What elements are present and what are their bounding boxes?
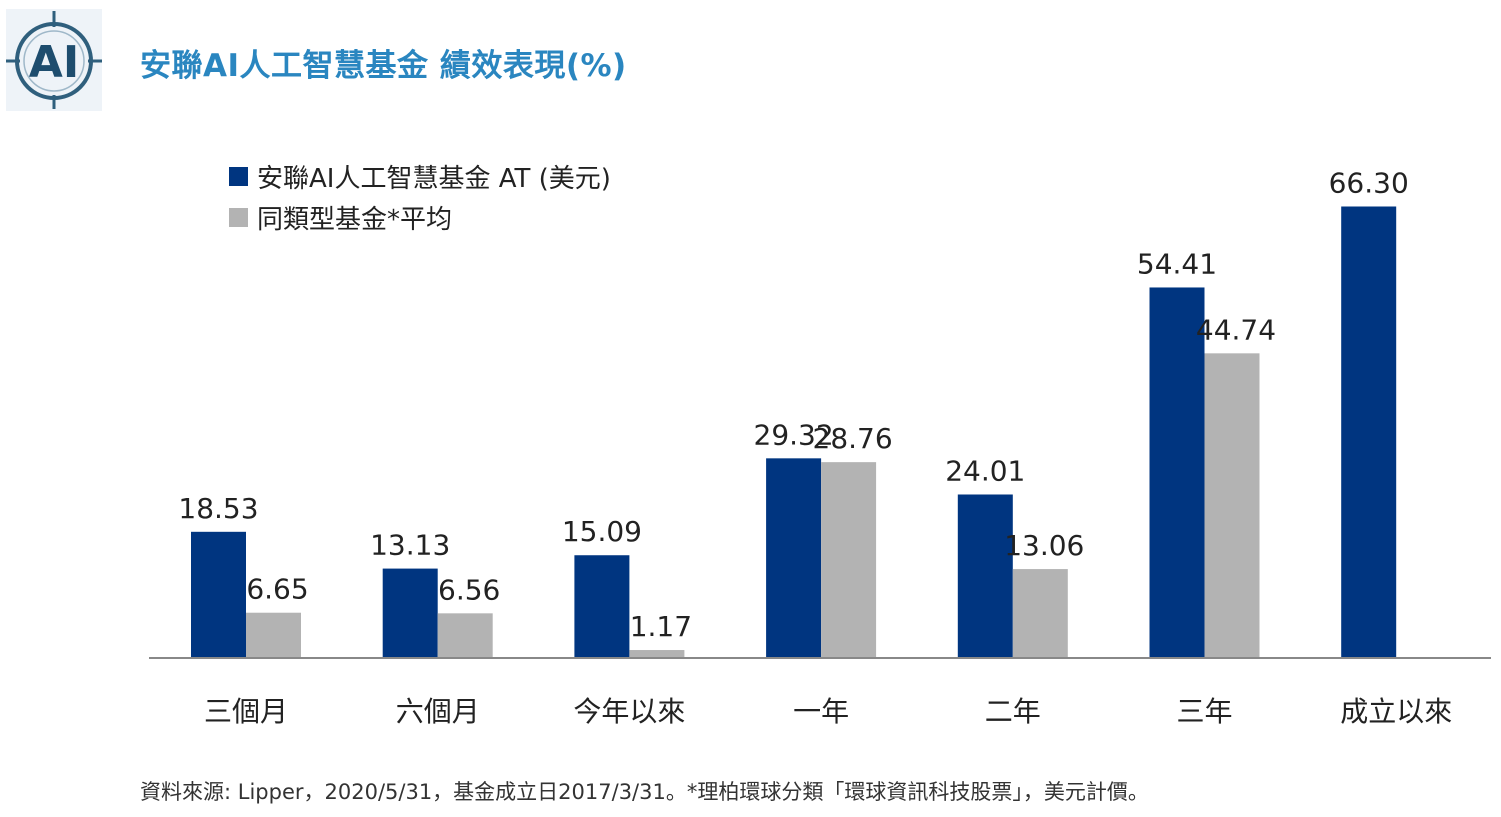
legend-swatch-1 — [229, 208, 248, 227]
bar-0-5 — [1149, 287, 1205, 658]
x-tick-label-5: 三年 — [1176, 695, 1232, 728]
ai-logo: AI — [6, 9, 102, 111]
data-label-1-0: 6.65 — [246, 573, 308, 606]
source-footnote: 資料來源: Lipper，2020/5/31，基金成立日2017/3/31。*理… — [140, 780, 1149, 804]
bar-1-1 — [437, 613, 493, 658]
x-tick-label-2: 今年以來 — [573, 695, 685, 728]
data-label-1-2: 1.17 — [630, 610, 692, 643]
bar-1-0 — [246, 612, 301, 658]
x-tick-label-0: 三個月 — [204, 695, 288, 728]
logo-text: AI — [29, 37, 79, 88]
data-label-0-2: 15.09 — [562, 515, 642, 548]
data-label-0-4: 24.01 — [945, 454, 1025, 487]
legend-label-0: 安聯AI人工智慧基金 AT (美元) — [257, 164, 611, 194]
bar-0-3 — [766, 458, 822, 658]
data-label-0-1: 13.13 — [370, 529, 450, 562]
legend-label-1: 同類型基金*平均 — [257, 205, 452, 235]
logo-inner-ring — [23, 30, 85, 92]
bar-0-2 — [574, 555, 630, 658]
x-tick-label-3: 一年 — [793, 695, 849, 728]
data-label-1-4: 13.06 — [1004, 529, 1084, 562]
data-label-1-5: 44.74 — [1196, 313, 1276, 346]
legend-swatch-0 — [229, 167, 248, 186]
bar-1-2 — [629, 650, 685, 658]
bar-1-4 — [1012, 569, 1068, 658]
x-tick-label-1: 六個月 — [396, 695, 480, 728]
bar-0-0 — [191, 531, 246, 658]
data-label-0-3: 29.32 — [754, 418, 834, 451]
bar-0-4 — [957, 494, 1013, 658]
data-label-1-3: 28.76 — [813, 422, 893, 455]
bar-0-1 — [382, 568, 438, 658]
data-label-0-5: 54.41 — [1137, 247, 1217, 280]
bar-1-5 — [1204, 353, 1260, 658]
x-tick-label-4: 二年 — [985, 695, 1041, 728]
data-label-0-0: 18.53 — [178, 492, 258, 525]
bar-0-6 — [1341, 206, 1397, 658]
data-label-0-6: 66.30 — [1329, 166, 1409, 199]
x-tick-label-6: 成立以來 — [1340, 695, 1452, 728]
data-label-1-1: 6.56 — [438, 573, 500, 606]
page-title: 安聯AI人工智慧基金 績效表現(%) — [140, 48, 627, 84]
bar-1-3 — [821, 462, 877, 658]
